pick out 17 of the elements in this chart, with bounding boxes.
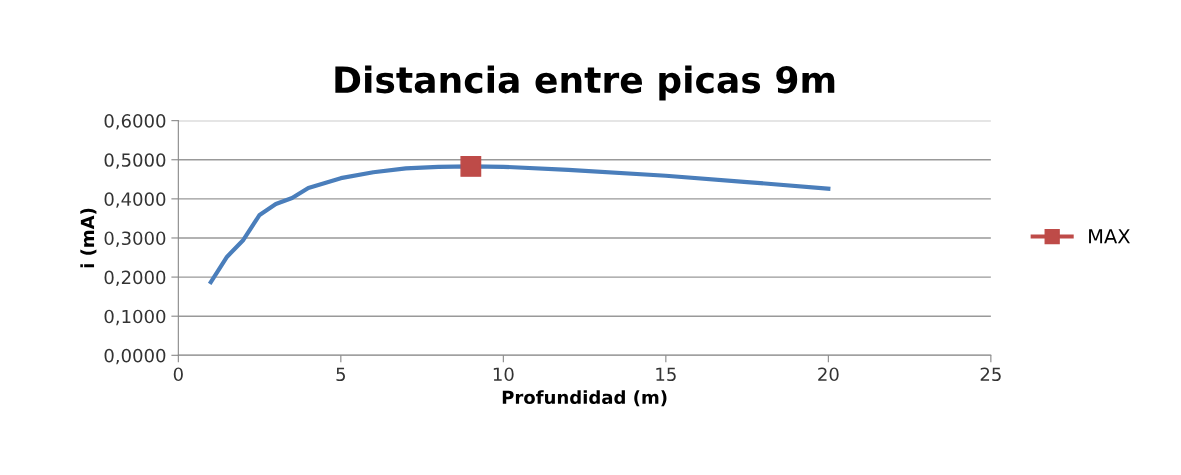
y-axis-title: i (mA) (80, 208, 97, 268)
legend-label: MAX (1089, 229, 1130, 244)
x-tick-label: 25 (980, 367, 1001, 382)
y-tick-label: 0,3000 (104, 231, 166, 247)
x-tick-label: 10 (493, 367, 514, 382)
y-tick-label: 0,6000 (104, 114, 166, 130)
y-tick-label: 0,4000 (104, 192, 166, 208)
x-tick-label: 15 (656, 367, 676, 382)
x-tick-label: 0 (173, 367, 183, 382)
chart-title: Distancia entre picas 9m (335, 65, 835, 101)
x-axis-title: Profundidad (m) (502, 390, 667, 407)
y-tick-label: 0,2000 (104, 270, 166, 287)
y-tick-label: 0,1000 (104, 309, 166, 326)
y-tick-label: 0,5000 (104, 153, 166, 169)
x-tick-label: 20 (818, 367, 839, 382)
y-tick-label: 0,0000 (104, 348, 166, 365)
x-tick-label: 5 (336, 367, 345, 382)
